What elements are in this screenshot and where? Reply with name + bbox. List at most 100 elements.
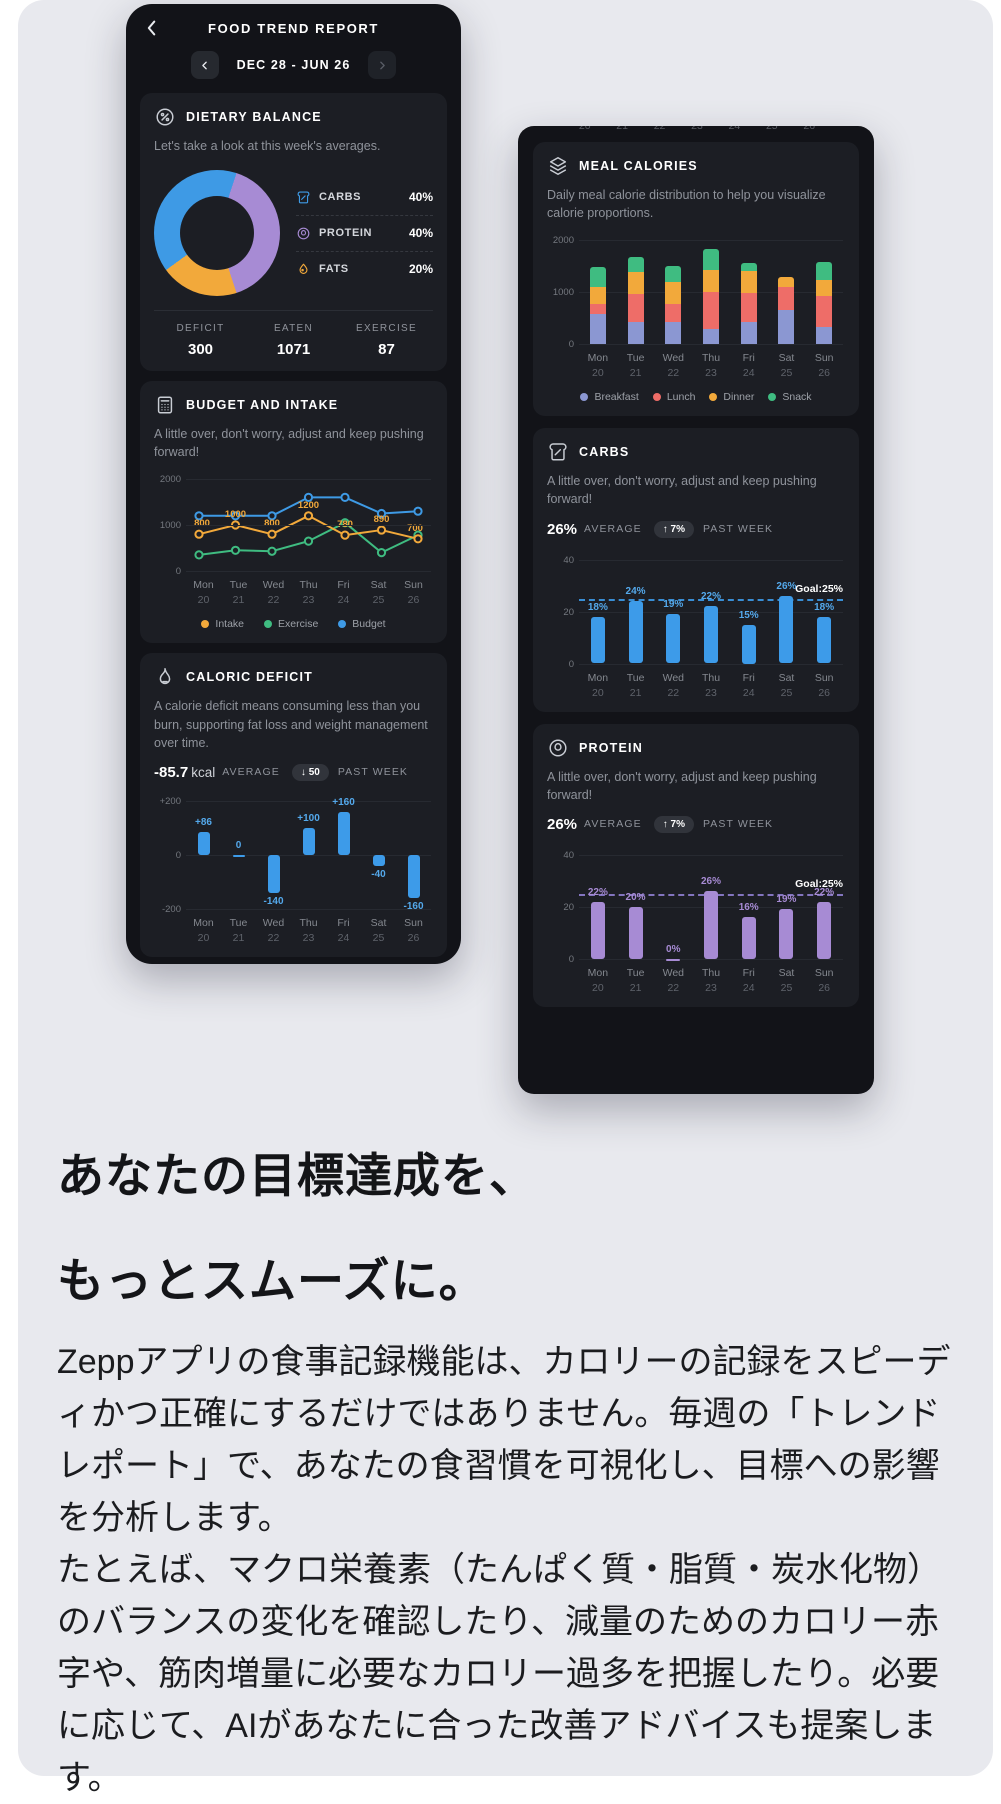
carbs-card: CARBS A little over, don't worry, adjust…: [533, 428, 859, 712]
protein-chart: 40 20 0 Goal:25% 22% 20% 0% 26% 16% 19% 22%: [563, 850, 843, 965]
heading-line-1: あなたの目標達成を、: [57, 1149, 537, 1202]
bar-label: -160: [403, 900, 424, 912]
xcell: Thu 23: [692, 672, 730, 699]
xcell: Tue 21: [617, 967, 655, 994]
page-title: FOOD TREND REPORT: [208, 21, 379, 36]
vbar: [665, 281, 682, 304]
xdate: 24: [742, 981, 755, 994]
ytick: -200: [161, 903, 181, 915]
xdate: 24: [337, 931, 350, 944]
xdate: 26: [818, 686, 831, 699]
card-title: DIETARY BALANCE: [186, 110, 322, 124]
xday: Sun: [404, 579, 423, 592]
vbar: [666, 614, 681, 664]
xdate: 20: [197, 931, 210, 944]
xday: Sat: [778, 966, 795, 979]
xcell: Wed 22: [256, 917, 291, 944]
xdate: 25: [372, 931, 385, 944]
legend-dot: [652, 393, 661, 402]
vbar: [741, 917, 756, 959]
vbar: [589, 267, 606, 288]
xdate: 23: [302, 594, 315, 607]
legend-text: Snack: [782, 391, 812, 404]
egg-icon: [296, 226, 311, 241]
xcell: Mon 20: [186, 579, 221, 606]
bar-label: 22%: [587, 886, 608, 898]
legend-text: Dinner: [723, 391, 755, 404]
xcell: Tue 21: [221, 917, 256, 944]
xcell: Mon 20: [579, 967, 617, 994]
pd-cell: 23: [691, 126, 703, 132]
vbar: [703, 249, 719, 270]
legend-text: Breakfast: [594, 391, 639, 404]
bar-label: 15%: [738, 609, 759, 621]
legend-item: Lunch: [652, 391, 695, 403]
xday: Sat: [778, 352, 795, 365]
xday: Fri: [742, 352, 755, 365]
xdate: 24: [337, 594, 350, 607]
gridline: [186, 854, 431, 856]
vbar: [740, 321, 757, 345]
xday: Mon: [193, 579, 214, 592]
vbar: [197, 831, 210, 855]
average-value: 26%: [547, 815, 578, 833]
x-axis-labels: Mon 20 Tue 21 Wed 22 Thu 23 Fri 24 Sat 25 Sun 26: [186, 917, 431, 944]
bar-label: 20%: [625, 891, 646, 903]
xdate: 22: [267, 931, 280, 944]
percent-circle-icon: [154, 106, 176, 128]
xcell: Sat 25: [361, 579, 396, 606]
xday: Wed: [662, 352, 684, 365]
period-label: PAST WEEK: [337, 766, 409, 779]
vbar: [703, 292, 719, 329]
prev-week-button[interactable]: [190, 51, 219, 79]
xdate: 20: [197, 594, 210, 607]
xdate: 23: [705, 367, 717, 380]
xday: Tue: [626, 352, 645, 365]
card-title: MEAL CALORIES: [579, 159, 698, 173]
vbar: [337, 811, 350, 855]
carbs-chart: 40 20 0 Goal:25% 18% 24% 19% 22% 15% 26% 18%: [563, 555, 843, 670]
bar-label: 24%: [625, 586, 646, 598]
change-badge: ↑ 7%: [653, 815, 694, 833]
bar-label: +86: [195, 816, 212, 828]
summary-stats: DEFICIT 300 EATEN 1071 EXERCISE 87: [154, 310, 433, 358]
xdate: 21: [629, 367, 642, 380]
card-title: CARBS: [579, 445, 630, 460]
legend-label: PROTEIN: [319, 227, 373, 240]
vbar: [589, 287, 606, 305]
xcell: Tue 21: [617, 352, 655, 379]
bar-label: 19%: [663, 599, 684, 611]
xcell: Fri 24: [730, 352, 768, 379]
ytick: 2000: [552, 235, 574, 247]
gridline: [186, 571, 431, 573]
xday: Sat: [778, 671, 795, 684]
vbar: [627, 256, 644, 273]
ytick: 0: [568, 339, 574, 351]
legend-label: FATS: [319, 263, 349, 276]
xcell: Thu 23: [692, 352, 730, 379]
pd-cell: 22: [653, 126, 666, 132]
svg-text:780: 780: [337, 519, 353, 530]
svg-text:700: 700: [407, 523, 423, 534]
xdate: 26: [818, 367, 831, 380]
flame-icon: [154, 666, 176, 688]
change-badge: ↓ 50: [291, 763, 329, 781]
xcell: Sun 26: [805, 352, 843, 379]
next-week-button[interactable]: [368, 51, 397, 79]
pd-cell: 26: [803, 126, 816, 132]
xcell: Mon 20: [579, 672, 617, 699]
pd-cell: 20: [578, 126, 591, 132]
average-value: 26%: [547, 520, 578, 538]
back-icon[interactable]: [141, 17, 163, 39]
bar-label: 0: [235, 839, 242, 851]
xcell: Sat 25: [768, 967, 806, 994]
legend-dot: [264, 620, 273, 629]
xday: Fri: [337, 916, 350, 929]
xday: Thu: [701, 966, 721, 979]
bar-label: +100: [297, 812, 320, 824]
pd-cell: 21: [616, 126, 628, 132]
gridline: [579, 559, 843, 561]
xcell: Wed 22: [654, 352, 692, 379]
xdate: 25: [780, 367, 793, 380]
bar-label: 26%: [776, 580, 797, 592]
